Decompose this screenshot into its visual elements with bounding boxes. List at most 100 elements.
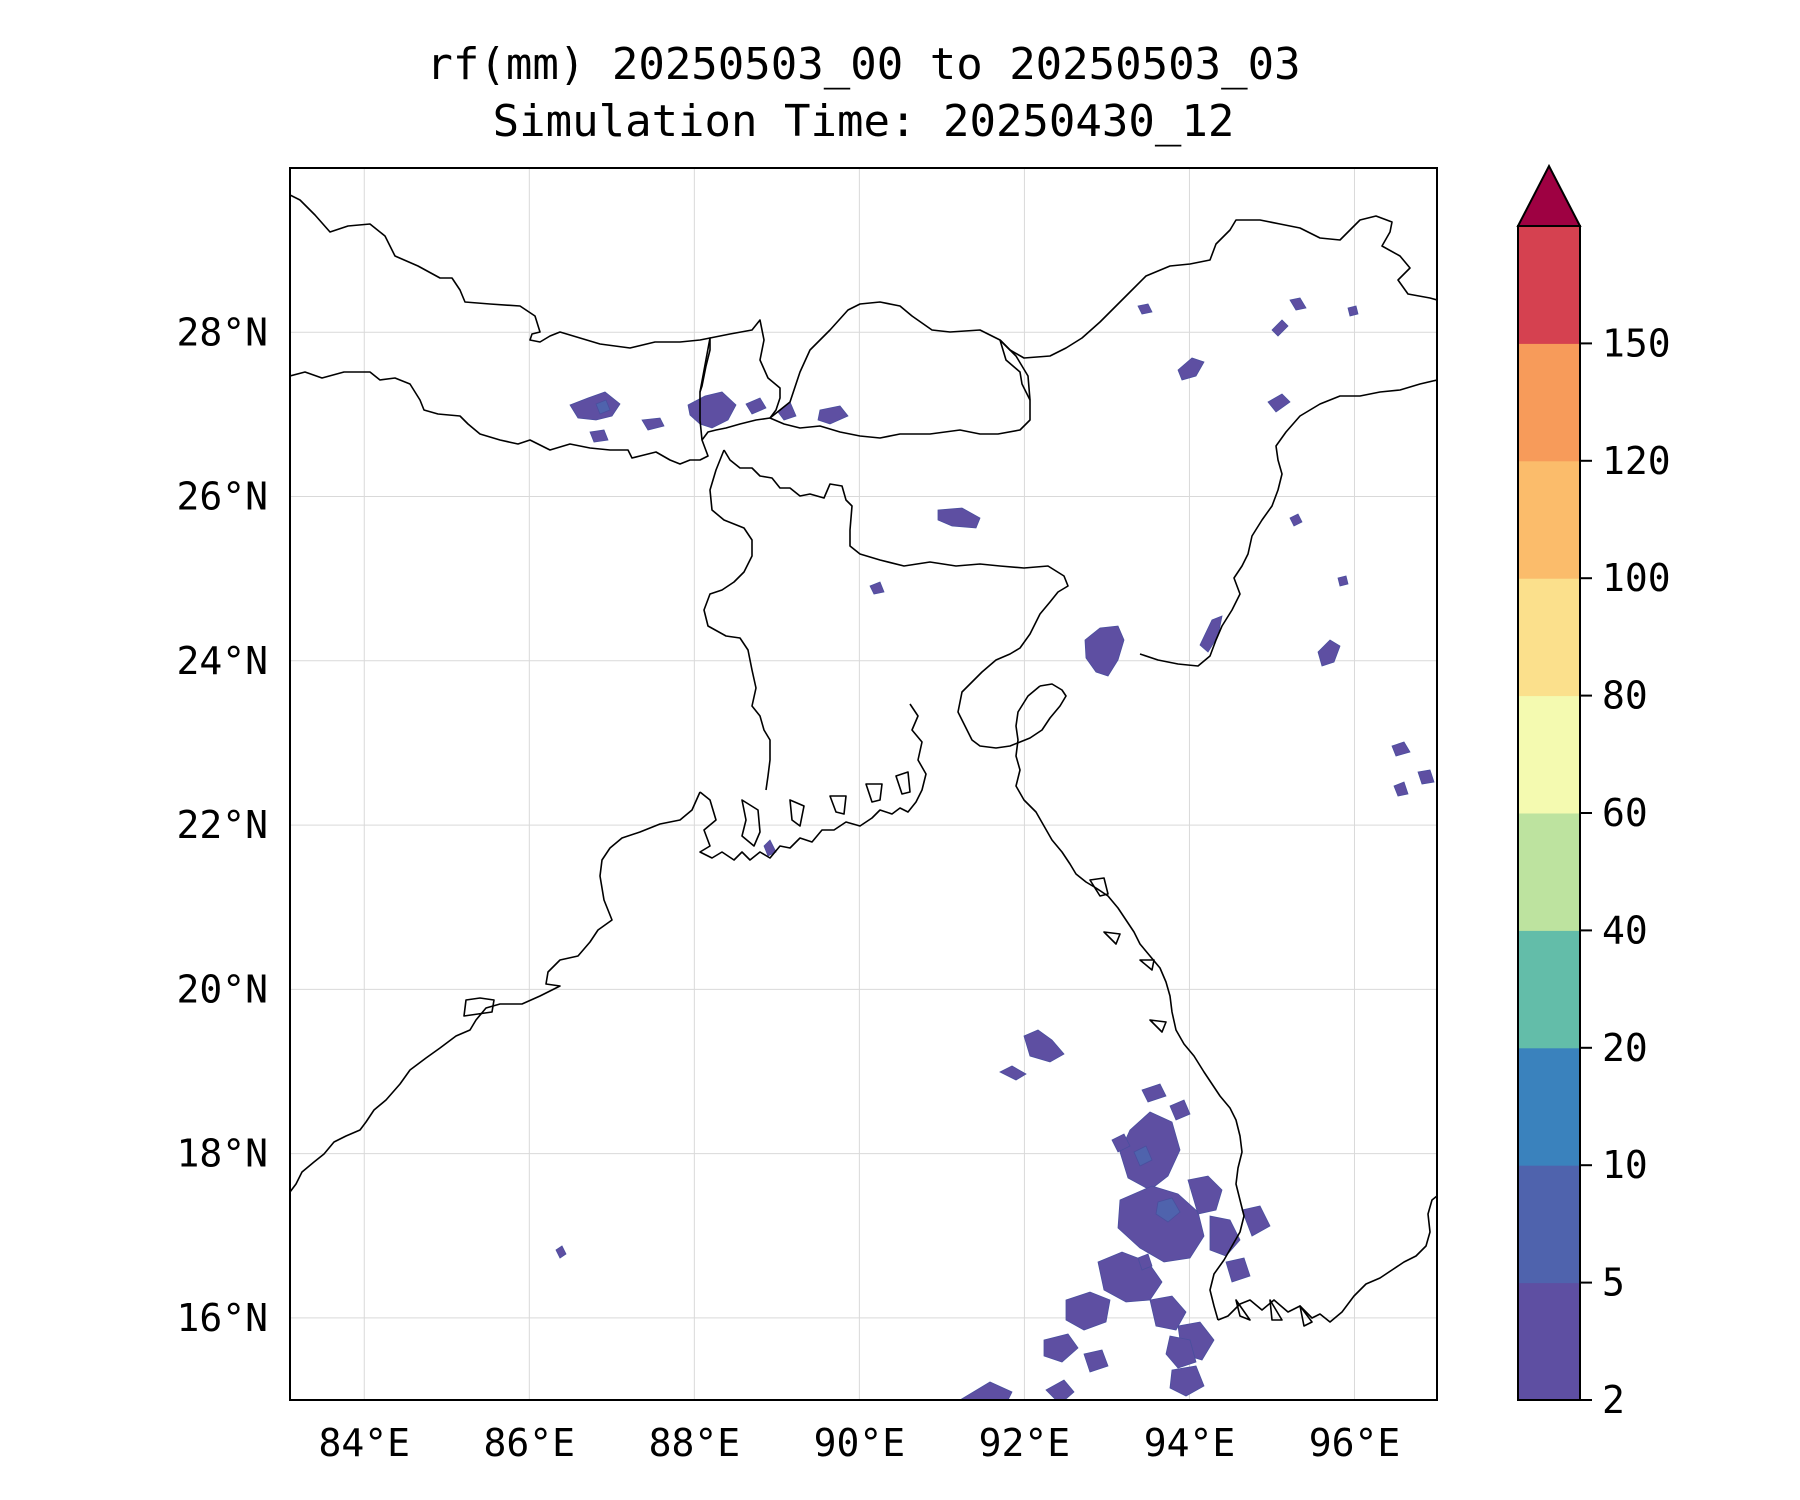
rain-area [1137,1253,1153,1271]
coast-sundarbans [741,771,911,847]
coast-myanmar [1015,685,1245,1321]
colorbar-tick-label: 2 [1602,1378,1625,1422]
rain-area [1271,319,1289,337]
colorbar-segment [1518,460,1580,579]
border-nepal-south [290,371,709,465]
rain-area [1169,1099,1191,1121]
rain-area [555,1245,567,1259]
border-myanmar-north [1139,379,1437,667]
border-bangladesh [723,449,1069,749]
rain-core [1155,1197,1181,1223]
lat-tick-label: 24°N [176,639,268,683]
rain-area [1241,1205,1271,1237]
colorbar-tick-label: 10 [1602,1143,1648,1187]
rain-area [1289,297,1307,311]
lon-tick-label: 84°E [319,1421,411,1465]
rain-area [1149,1295,1187,1331]
rain-area [1177,357,1205,381]
coast-myanmar-islands [1089,877,1167,1033]
rain-area [1391,741,1411,757]
border-bhutan [769,301,1031,439]
rain-area [937,507,981,529]
lon-tick-label: 96°E [1309,1421,1401,1465]
colorbar-segment [1518,1047,1580,1166]
lon-tick-label: 88°E [649,1421,741,1465]
coast-chilika [463,997,495,1017]
lat-tick-label: 28°N [176,310,268,354]
colorbar-tick-label: 150 [1602,321,1671,365]
colorbar-segment [1518,695,1580,814]
title-line-2: Simulation Time: 20250430_12 [492,96,1235,147]
rain-area [1098,1410,1128,1436]
rain-area [1267,393,1291,413]
rain-area [1137,303,1153,315]
rainfall-areas [555,297,1435,1436]
rain-area [1165,1335,1197,1369]
rain-area [1393,781,1409,797]
rain-area [1187,1175,1223,1215]
rain-area [1417,769,1435,785]
coast-irrawaddy-inlets [1235,1299,1313,1327]
map-frame [289,167,1438,1401]
border-bangladesh-west [703,449,771,791]
rain-area [1065,1291,1111,1331]
coastlines-borders [290,194,1437,1327]
rain-area [745,397,767,415]
colorbar-extend-arrow [1516,163,1582,227]
rain-area [1337,575,1349,587]
rain-area [1347,305,1359,317]
lat-tick-label: 26°N [176,475,268,519]
rain-area [959,1381,1013,1400]
rain-area [1225,1257,1251,1283]
rain-area [569,391,621,421]
rain-area [869,581,885,595]
lon-tick-label: 90°E [814,1421,906,1465]
coast-irrawaddy [1217,1195,1437,1323]
colorbar-tick-label: 20 [1602,1026,1648,1070]
rain-area [1043,1333,1079,1363]
border-nepal-north [290,194,711,393]
coast-delta [699,703,927,861]
rain-area [1119,1111,1181,1191]
rain-area [1097,1251,1163,1303]
lon-tick-label: 92°E [979,1421,1071,1465]
rain-area [1111,1133,1131,1153]
rain-area [1317,639,1341,667]
lat-tick-label: 16°N [176,1296,268,1340]
rain-area [817,405,849,425]
rain-area [1209,1215,1241,1257]
rain-core [595,399,611,415]
colorbar-segment [1518,813,1580,931]
colorbar-segment [1518,930,1580,1049]
coast-india-east [290,791,701,1193]
rain-area [687,391,737,429]
rain-area [1289,513,1303,527]
colorbar-tick-label: 80 [1602,674,1648,718]
border-sikkim [699,319,781,441]
colorbar-tick-label: 100 [1602,556,1671,600]
border-assam-north [999,339,1031,401]
rain-area [1083,1349,1109,1373]
chart-title: rf(mm) 20250503_00 to 20250503_03 Simula… [0,36,1727,150]
longitude-tick-labels: 84°E 86°E 88°E 90°E 92°E 94°E 96°E [319,1421,1401,1465]
latitude-tick-labels: 16°N 18°N 20°N 22°N 24°N 26°N 28°N [176,310,268,1340]
colorbar-segment [1518,1165,1580,1284]
rain-area [1023,1029,1065,1063]
title-line-1: rf(mm) 20250503_00 to 20250503_03 [426,39,1301,90]
lat-tick-label: 18°N [176,1132,268,1176]
rain-area [1117,1185,1205,1263]
border-arunachal [999,215,1437,359]
rain-area [1141,1083,1167,1103]
colorbar-tick-label: 5 [1602,1261,1625,1305]
rain-area [641,417,665,431]
rain-area [1169,1365,1205,1397]
lon-tick-label: 94°E [1144,1421,1236,1465]
colorbar-segment [1518,578,1580,697]
rain-area [999,1065,1027,1081]
rain-area [1084,625,1125,677]
colorbar-tick-label: 40 [1602,908,1648,952]
colorbar-tick-label: 60 [1602,791,1648,835]
colorbar: 2 5 10 20 40 60 80 100 120 150 [1516,163,1671,1422]
colorbar-segment [1518,343,1580,462]
